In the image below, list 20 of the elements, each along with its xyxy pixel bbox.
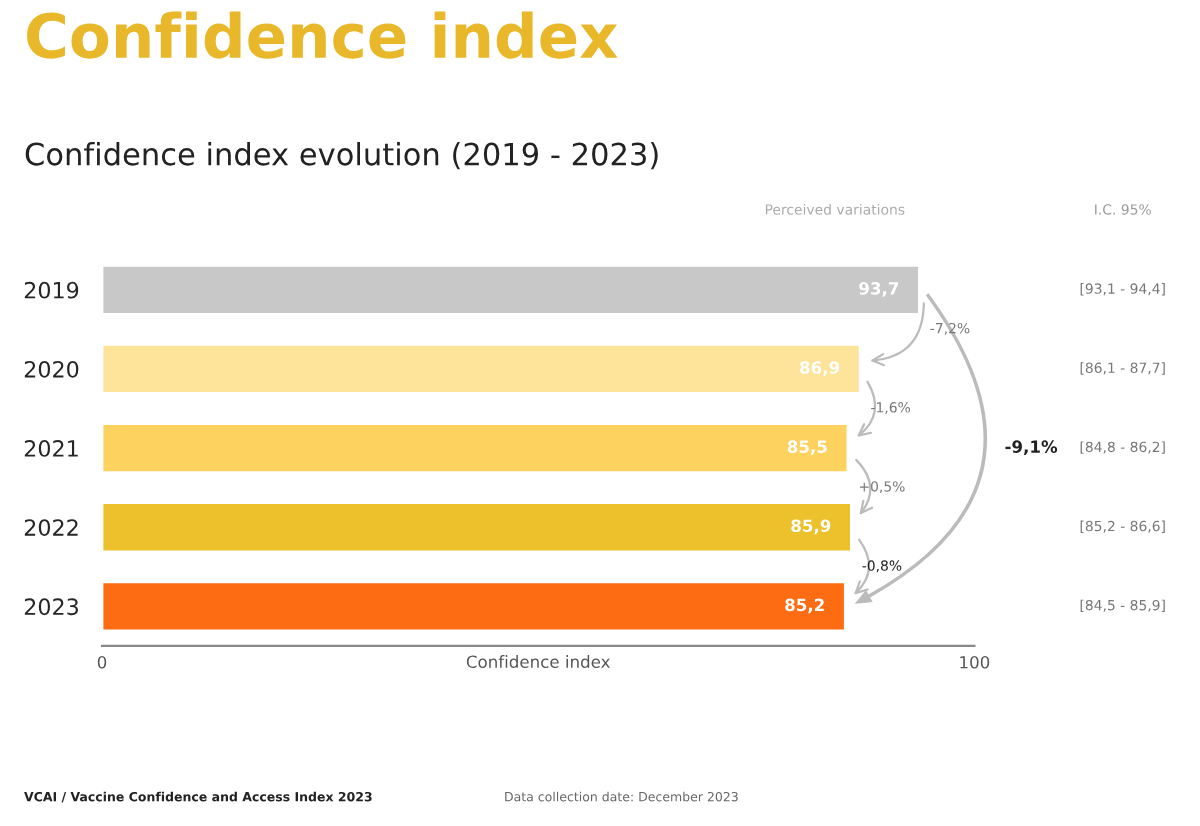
text: -9,1% [1005, 440, 1058, 456]
bar [102, 580, 847, 633]
x-tick-label: 0 [97, 655, 107, 669]
bar [102, 422, 850, 475]
x-axis-title: Confidence index [466, 655, 610, 669]
y-tick-label: 2020 [24, 360, 79, 378]
x-tick-label: 100 [960, 655, 990, 669]
bar [102, 263, 921, 316]
bar [102, 501, 853, 554]
bar [102, 343, 862, 395]
data-label: 85,2 [785, 598, 824, 614]
y-tick-label: 2022 [24, 519, 78, 536]
chart-title: Confidence index [27, 11, 618, 59]
data-label: 86,9 [800, 361, 840, 376]
chart-subtitle: Confidence index evolution (2019 - 2023) [25, 141, 658, 170]
data-label: 85,5 [787, 440, 827, 456]
y-tick-label: 2021 [24, 440, 78, 457]
y-tick-label: 2019 [24, 281, 79, 299]
data-label: 85,9 [791, 519, 831, 535]
y-tick-label: 2023 [24, 598, 78, 616]
